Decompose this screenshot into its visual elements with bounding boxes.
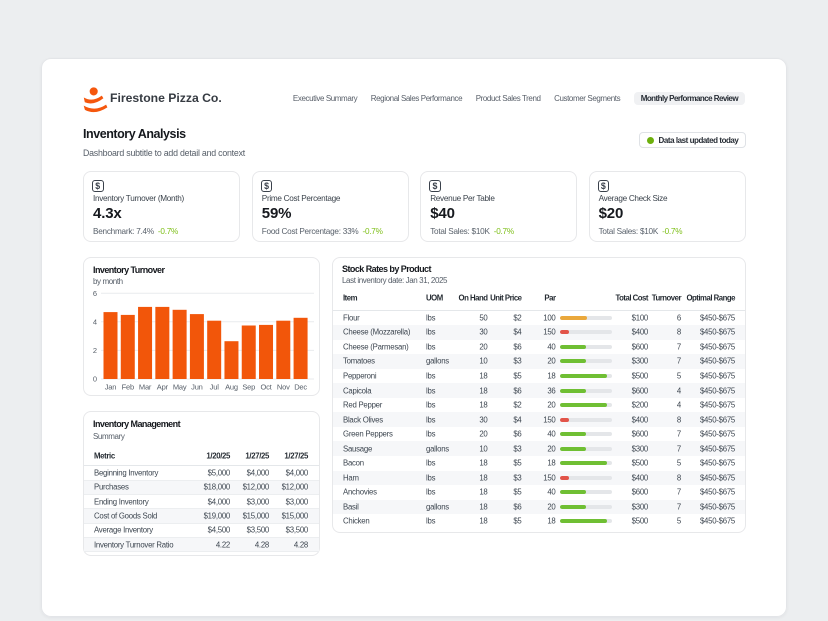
svg-text:Jun: Jun xyxy=(191,383,203,392)
svg-text:6: 6 xyxy=(93,289,97,298)
svg-text:Aug: Aug xyxy=(225,383,238,392)
svg-text:0: 0 xyxy=(93,375,97,384)
svg-text:2: 2 xyxy=(93,346,97,355)
svg-text:Mar: Mar xyxy=(139,383,152,392)
svg-text:Dec: Dec xyxy=(294,383,307,392)
svg-text:Feb: Feb xyxy=(122,383,134,392)
svg-text:Jan: Jan xyxy=(105,383,117,392)
svg-text:4: 4 xyxy=(93,317,97,326)
svg-text:May: May xyxy=(173,383,187,392)
svg-text:Nov: Nov xyxy=(277,383,290,392)
svg-text:Oct: Oct xyxy=(260,383,272,392)
svg-text:Jul: Jul xyxy=(210,383,220,392)
svg-text:Sep: Sep xyxy=(242,383,255,392)
svg-text:Apr: Apr xyxy=(157,383,169,392)
